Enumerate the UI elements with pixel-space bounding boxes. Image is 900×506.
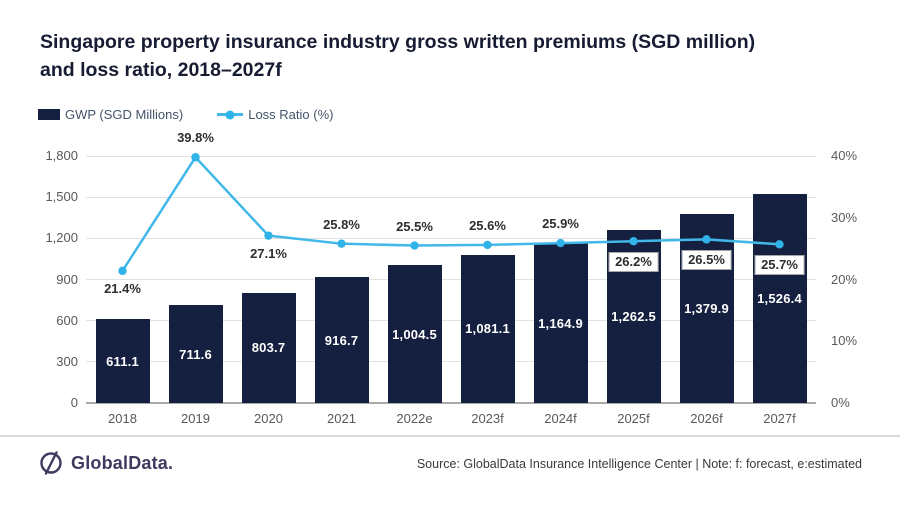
bar-value-label: 1,526.4 [757, 290, 802, 306]
loss-ratio-dot-icon [225, 110, 235, 119]
secondary-y-axis-tick-label: 0% [831, 395, 850, 410]
gridline [86, 320, 816, 322]
gwp-bar: 611.1 [95, 319, 150, 403]
secondary-y-axis-tick-label: 10% [831, 333, 858, 349]
x-axis-tick-label: 2026f [690, 411, 723, 426]
y-axis-tick-label: 600 [56, 312, 78, 328]
y-axis-tick-label: 1,200 [45, 230, 78, 246]
bar-value-label: 803.7 [251, 340, 286, 356]
secondary-y-axis-tick-label: 30% [831, 209, 858, 225]
legend-gwp-label: GWP (SGD Millions) [65, 107, 184, 122]
bar-value-label: 1,262.5 [611, 308, 656, 324]
secondary-y-axis-tick-label: 20% [831, 271, 858, 287]
gridline [86, 361, 816, 363]
bar-value-label: 1,164.9 [538, 315, 583, 331]
footer-divider [0, 435, 900, 437]
loss-ratio-point [483, 240, 492, 250]
y-axis-tick-label: 0 [70, 395, 78, 410]
legend-item-loss-ratio: Loss Ratio (%) [217, 107, 333, 122]
bar-value-label: 1,081.1 [465, 321, 510, 337]
gridline [86, 196, 816, 198]
legend-item-gwp: GWP (SGD Millions) [38, 107, 183, 122]
bar-value-label: 611.1 [106, 353, 139, 369]
gwp-bar: 916.7 [314, 277, 369, 403]
gwp-bar: 803.7 [241, 292, 296, 403]
loss-ratio-point-label: 26.2% [608, 252, 659, 273]
title-line-2: and loss ratio, 2018–2027f [40, 59, 282, 82]
x-axis-tick-label: 2020 [254, 411, 283, 426]
source-note: Source: GlobalData Insurance Intelligenc… [416, 457, 862, 471]
gwp-bar: 1,526.4 [752, 193, 807, 403]
loss-ratio-point-label: 25.9% [542, 216, 579, 232]
loss-ratio-point-label: 26.5% [681, 250, 732, 271]
x-axis-tick-label: 2021 [327, 411, 356, 426]
loss-ratio-point-label: 25.6% [469, 217, 506, 233]
loss-ratio-point-label: 25.5% [396, 218, 433, 234]
gwp-bar: 711.6 [168, 305, 223, 403]
x-axis-tick-label: 2025f [617, 411, 650, 426]
loss-ratio-point-label: 21.4% [104, 280, 141, 296]
x-axis-tick-label: 2018 [108, 411, 137, 426]
y-axis-tick-label: 1,800 [45, 148, 78, 163]
gridline [86, 402, 816, 404]
x-axis-tick-label: 2019 [181, 411, 210, 426]
gwp-bar: 1,081.1 [460, 254, 515, 403]
loss-ratio-point [410, 241, 419, 250]
loss-ratio-point-label: 25.7% [754, 255, 805, 276]
bar-value-label: 711.6 [179, 346, 212, 362]
loss-ratio-point [337, 239, 346, 248]
title-line-1: Singapore property insurance industry gr… [40, 31, 756, 53]
loss-ratio-point [118, 266, 127, 276]
gwp-bar: 1,379.9 [679, 213, 734, 403]
gridline [86, 155, 816, 157]
gwp-bar: 1,164.9 [533, 243, 588, 403]
globaldata-logo-icon [40, 451, 62, 475]
chart-legend: GWP (SGD Millions) Loss Ratio (%) [38, 107, 333, 122]
bar-value-label: 1,379.9 [684, 300, 729, 316]
brand-name: GlobalData. [71, 452, 174, 473]
loss-ratio-point-label: 27.1% [250, 245, 287, 261]
page-title: Singapore property insurance industry gr… [40, 28, 860, 85]
gridline [86, 279, 816, 280]
x-axis-tick-label: 2022e [396, 411, 433, 426]
x-axis-tick-label: 2027f [763, 411, 796, 426]
loss-ratio-line-icon [217, 110, 244, 119]
y-axis-tick-label: 900 [56, 271, 78, 287]
gwp-bar: 1,004.5 [387, 265, 442, 403]
secondary-y-axis-tick-label: 40% [831, 148, 858, 163]
legend-loss-label: Loss Ratio (%) [248, 107, 334, 122]
loss-ratio-point [191, 153, 200, 162]
bar-value-label: 916.7 [324, 332, 359, 348]
loss-ratio-point-label: 39.8% [177, 130, 214, 146]
y-axis-tick-label: 300 [56, 353, 78, 369]
loss-ratio-point-label: 25.8% [323, 216, 360, 232]
x-axis-tick-label: 2023f [471, 411, 504, 426]
brand-logo: GlobalData. [38, 450, 173, 476]
bar-value-label: 1,004.5 [392, 326, 437, 342]
y-axis-tick-label: 1,500 [45, 189, 78, 205]
x-axis-tick-label: 2024f [544, 411, 577, 426]
gwp-swatch-icon [38, 109, 60, 120]
